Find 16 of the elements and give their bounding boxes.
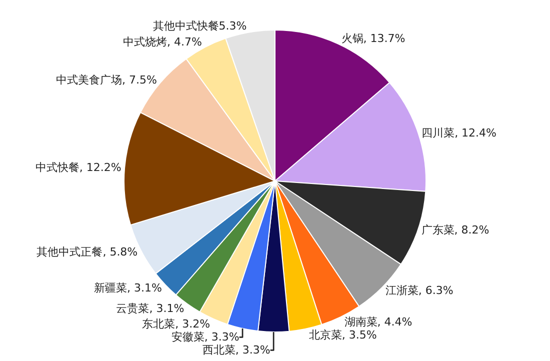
slice-label: 东北菜, 3.2% <box>142 318 210 331</box>
slice-label: 中式快餐, 12.2% <box>35 161 122 174</box>
slice-label: 其他中式快餐5.3% <box>152 19 247 32</box>
slice-label: 其他中式正餐, 5.8% <box>36 245 138 258</box>
slice-label: 安徽菜, 3.3% <box>171 330 240 344</box>
slice-label: 中式烧烤, 4.7% <box>122 36 202 48</box>
slice-label: 湖南菜, 4.4% <box>344 316 412 329</box>
slice-label: 云贵菜, 3.1% <box>116 302 184 315</box>
slice-label: 西北菜, 3.3% <box>202 344 270 357</box>
slice-label: 北京菜, 3.5% <box>308 328 377 342</box>
slice-label: 新疆菜, 3.1% <box>94 281 162 294</box>
slice-label: 四川菜, 12.4% <box>422 126 496 140</box>
slice-label: 火锅, 13.7% <box>341 32 406 45</box>
slice-label: 江浙菜, 6.3% <box>385 284 454 298</box>
slice-label: 中式美食广场, 7.5% <box>56 74 157 87</box>
slice-label: 广东菜, 8.2% <box>421 224 490 237</box>
